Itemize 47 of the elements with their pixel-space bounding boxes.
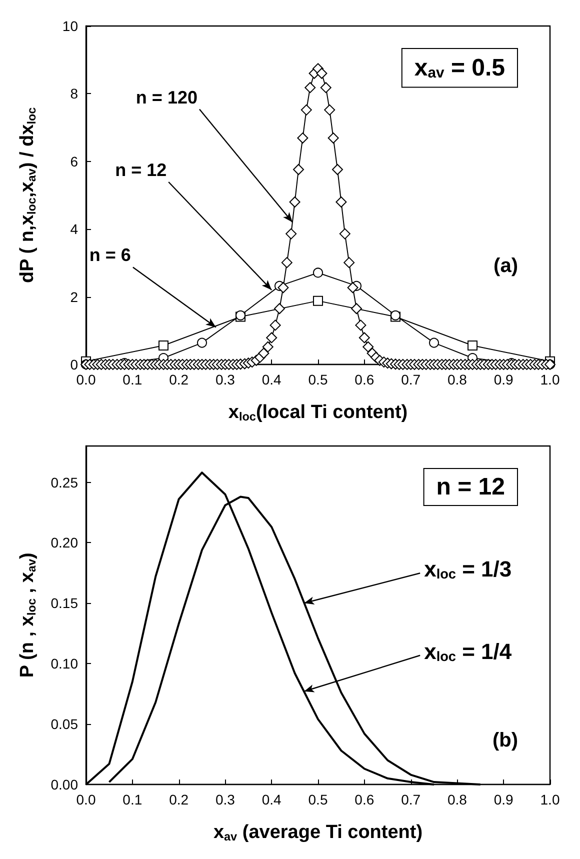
- y-tick-label: 0.00: [50, 776, 78, 792]
- x-axis-title: xav (average Ti content): [213, 822, 423, 844]
- y-tick-label: 0.25: [50, 474, 78, 490]
- y-tick-label: 0.05: [50, 716, 78, 732]
- y-tick-label: 0: [70, 356, 78, 372]
- annotation: n = 120: [136, 87, 198, 108]
- y-tick-label: 0.20: [50, 534, 78, 551]
- x-tick-label: 0.1: [122, 371, 142, 388]
- x-axis-title: xloc(local Ti content): [228, 402, 408, 424]
- annotation: n = 12: [115, 160, 167, 180]
- y-axis-title: dP ( n,xloc,xav) / dxloc: [17, 106, 38, 283]
- annotation: n = 6: [89, 245, 131, 266]
- x-tick-label: 1.0: [540, 791, 560, 808]
- x-tick-label: 0.8: [447, 371, 468, 388]
- x-tick-label: 0.3: [215, 791, 236, 808]
- y-tick-label: 0.15: [50, 595, 78, 612]
- y-axis-title: P (n , xloc , xav): [17, 552, 38, 678]
- y-tick-label: 2: [70, 288, 78, 305]
- x-tick-label: 0.9: [494, 791, 514, 808]
- x-tick-label: 0.4: [262, 791, 282, 808]
- x-tick-label: 0.2: [169, 371, 189, 388]
- y-tick-label: 6: [70, 153, 78, 170]
- x-tick-label: 0.2: [169, 791, 189, 808]
- x-tick-label: 0.0: [76, 791, 96, 808]
- x-tick-label: 0.5: [308, 791, 328, 808]
- x-tick-label: 0.5: [308, 371, 328, 388]
- x-tick-label: 0.1: [122, 791, 142, 808]
- x-tick-label: 0.4: [262, 371, 282, 388]
- x-tick-label: 0.0: [76, 371, 96, 388]
- y-tick-label: 10: [62, 18, 78, 34]
- annotation: xav = 0.5: [414, 54, 506, 82]
- x-tick-label: 0.9: [494, 371, 514, 388]
- annotation: (b): [492, 729, 518, 752]
- x-tick-label: 0.7: [401, 371, 421, 388]
- annotation: n = 12: [436, 474, 506, 500]
- x-tick-label: 0.3: [215, 371, 236, 388]
- x-tick-label: 0.6: [354, 791, 374, 808]
- x-tick-label: 1.0: [540, 371, 560, 388]
- y-tick-label: 4: [70, 221, 78, 238]
- annotation: xloc = 1/4: [424, 638, 512, 664]
- x-tick-label: 0.8: [447, 791, 468, 808]
- x-tick-label: 0.7: [401, 791, 421, 808]
- y-tick-label: 0.10: [50, 656, 78, 672]
- annotation: (a): [494, 255, 518, 278]
- x-tick-label: 0.6: [354, 371, 374, 388]
- y-tick-label: 8: [70, 86, 78, 102]
- annotation: xloc = 1/3: [424, 556, 512, 582]
